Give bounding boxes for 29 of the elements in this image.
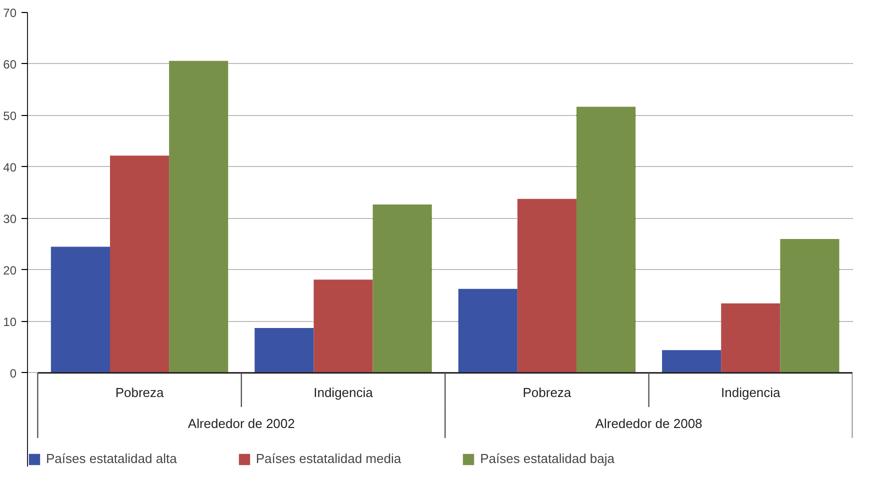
bar: [721, 303, 780, 373]
x-tick-label: Pobreza: [522, 384, 572, 400]
bar: [780, 238, 840, 373]
x-tick-label: Pobreza: [115, 384, 165, 400]
y-tick-label: 0: [10, 366, 17, 380]
x-tick-label: Indigencia: [721, 384, 782, 400]
bar: [314, 280, 373, 373]
legend-label: Países estatalidad alta: [46, 451, 177, 466]
y-tick-label: 60: [3, 57, 17, 72]
legend-label: Países estatalidad baja: [480, 451, 615, 466]
y-tick-label: 70: [3, 6, 17, 20]
bar: [372, 204, 432, 373]
bar: [517, 198, 576, 373]
y-tick-label: 10: [3, 314, 17, 329]
bar: [254, 328, 314, 373]
y-tick-label: 20: [3, 263, 17, 278]
bar: [50, 246, 110, 373]
bar: [110, 156, 170, 373]
text: Alrededor de 2008: [595, 416, 702, 432]
bar: [662, 350, 722, 373]
bar: [169, 60, 228, 373]
bar: [458, 288, 518, 373]
text: Alrededor de 2002: [188, 416, 295, 432]
y-tick-label: 50: [3, 108, 17, 123]
x-tick-label: Indigencia: [314, 384, 374, 400]
y-tick-label: 30: [3, 212, 17, 226]
legend-label: Países estatalidad media: [256, 451, 402, 466]
bar: [576, 106, 636, 373]
y-tick-label: 40: [3, 160, 17, 174]
